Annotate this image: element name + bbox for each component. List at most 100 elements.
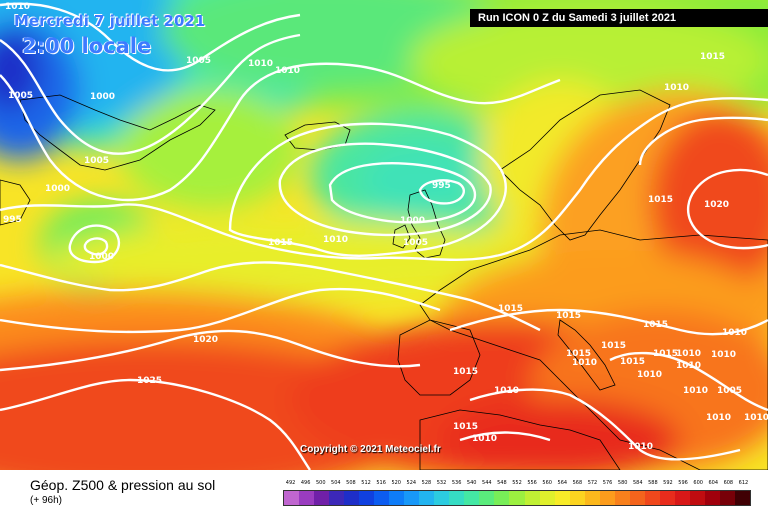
isobar-label: 1025	[137, 376, 162, 386]
scale-cell	[569, 491, 585, 505]
isobar-label: 1010	[676, 349, 701, 359]
scale-cell	[554, 491, 570, 505]
scale-cell	[644, 491, 660, 505]
lead-time: (+ 96h)	[30, 495, 62, 506]
isobar-label: 1020	[704, 200, 729, 210]
scale-cell	[464, 491, 480, 505]
isobar-label: 1005	[84, 156, 109, 166]
isobar-label: 1015	[620, 357, 645, 367]
scale-cell	[284, 491, 300, 505]
forecast-hour: 2:00 locale	[22, 34, 152, 58]
scale-cell	[704, 491, 720, 505]
scale-label: 508	[346, 480, 356, 486]
isobar-label: 1010	[323, 235, 348, 245]
isobar-label: 1000	[45, 184, 70, 194]
scale-label: 596	[678, 480, 688, 486]
scale-cell	[614, 491, 630, 505]
scale-label: 516	[376, 480, 386, 486]
scale-cell	[734, 491, 750, 505]
isobar-labels: 1010 1005 1000 1005 1010 1010 1005 1000 …	[3, 2, 768, 452]
scale-label: 608	[723, 480, 734, 486]
color-scale-labels: 492 496 500 504 508 512 516 520 524 528 532 536 540 5…	[283, 480, 751, 488]
isobar-label: 1010	[628, 442, 653, 452]
scale-label: 500	[315, 480, 326, 486]
scale-cell	[599, 491, 615, 505]
scale-cell	[419, 491, 435, 505]
scale-cell	[434, 491, 450, 505]
scale-cell	[674, 491, 690, 505]
isobar-label: 995	[432, 181, 451, 191]
scale-label: 492	[285, 480, 296, 486]
scale-cell	[524, 491, 540, 505]
isobars	[0, 2, 768, 470]
scale-label: 544	[482, 480, 492, 486]
isobar-label: 1020	[193, 335, 218, 345]
scale-label: 568	[572, 480, 583, 486]
scale-label: 512	[361, 480, 371, 486]
scale-label: 560	[542, 480, 552, 486]
scale-cell	[719, 491, 735, 505]
scale-label: 552	[512, 480, 522, 486]
scale-label: 612	[738, 480, 749, 486]
isobar-label: 1010	[248, 59, 273, 69]
scale-label: 536	[451, 480, 462, 486]
scale-cell	[689, 491, 705, 505]
scale-label: 572	[587, 480, 598, 486]
isobar-label: 995	[3, 215, 22, 225]
scale-label: 580	[617, 480, 628, 486]
scale-label: 556	[527, 480, 537, 486]
model-run-banner: Run ICON 0 Z du Samedi 3 juillet 2021	[470, 9, 768, 27]
isobar-label: 1000	[400, 216, 425, 226]
scale-label: 588	[648, 480, 658, 486]
isobar-label: 1005	[403, 238, 428, 248]
scale-cell	[359, 491, 375, 505]
isobar-label: 1000	[90, 92, 115, 102]
scale-label: 524	[406, 480, 417, 486]
scale-cell	[449, 491, 465, 505]
scale-cell	[509, 491, 525, 505]
isobar-label: 1015	[498, 304, 523, 314]
isobar-label: 1015	[648, 195, 673, 205]
isobar-label: 1010	[711, 350, 736, 360]
scale-cell	[539, 491, 555, 505]
isobar-label: 1015	[566, 349, 591, 359]
scale-cell	[479, 491, 495, 505]
scale-label: 600	[693, 480, 703, 486]
isobar-label: 1010	[722, 328, 747, 338]
isobar-label: 1010	[5, 2, 30, 12]
scale-cell	[299, 491, 315, 505]
color-scale	[283, 490, 751, 506]
scale-cell	[494, 491, 510, 505]
scale-cell	[374, 491, 390, 505]
scale-label: 520	[391, 480, 401, 486]
scale-cell	[314, 491, 330, 505]
isobar-label: 1005	[717, 386, 742, 396]
scale-cell	[404, 491, 420, 505]
isobar-label: 1015	[700, 52, 725, 62]
scale-label: 592	[663, 480, 673, 486]
isobar-label: 1010	[744, 413, 768, 423]
scale-label: 576	[602, 480, 613, 486]
isobar-label: 1010	[683, 386, 708, 396]
isobar-label: 1015	[556, 311, 581, 321]
scale-cell	[629, 491, 645, 505]
scale-cell	[584, 491, 600, 505]
isobar-label: 1015	[453, 422, 478, 432]
scale-cell	[389, 491, 405, 505]
scale-label: 548	[497, 480, 507, 486]
isobar-label: 1005	[8, 91, 33, 101]
isobar-label: 1000	[89, 252, 114, 262]
scale-label: 496	[300, 480, 311, 486]
scale-label: 564	[557, 480, 568, 486]
isobar-label: 1010	[637, 370, 662, 380]
scale-label: 532	[436, 480, 447, 486]
scale-label: 604	[708, 480, 719, 486]
product-title: Géop. Z500 & pression au sol	[30, 477, 216, 493]
isobar-label: 1010	[275, 66, 300, 76]
scale-label: 540	[466, 480, 477, 486]
isobar-label: 1010	[472, 434, 497, 444]
isobar-label: 1015	[643, 320, 668, 330]
copyright-notice: Copyright © 2021 Meteociel.fr	[300, 444, 441, 455]
scale-cell	[329, 491, 345, 505]
isobar-label: 1015	[268, 238, 293, 248]
